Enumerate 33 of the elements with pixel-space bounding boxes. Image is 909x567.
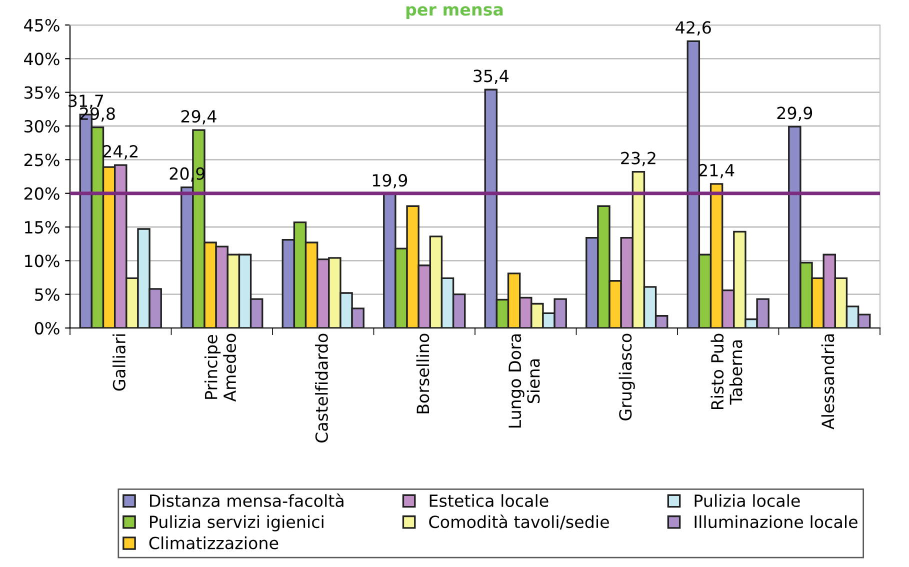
y-tick-label: 25% bbox=[24, 154, 60, 166]
x-tick-label: Lungo Dora Siena bbox=[508, 334, 540, 428]
y-tick-label: 5% bbox=[35, 288, 60, 301]
legend-label: Pulizia locale bbox=[694, 494, 800, 508]
y-tick-label: 35% bbox=[24, 86, 60, 99]
y-tick-label: 20% bbox=[24, 187, 60, 200]
y-tick-label: 30% bbox=[24, 120, 60, 133]
x-tick-label: Castelfidardo bbox=[315, 334, 328, 443]
data-label: 29,9 bbox=[777, 106, 812, 121]
data-label: 29,4 bbox=[181, 110, 216, 124]
legend-label: Estetica locale bbox=[430, 494, 548, 508]
x-tick-label: Principe Amedeo bbox=[204, 334, 236, 402]
legend-label: Pulizia servizi igienici bbox=[150, 515, 324, 532]
data-label: 42,6 bbox=[676, 21, 711, 36]
y-tick-label: 0% bbox=[34, 322, 60, 335]
data-label: 23,2 bbox=[621, 152, 656, 166]
chart-title: per mensa bbox=[406, 6, 503, 19]
legend-label: Comodità tavoli/sedie bbox=[429, 514, 609, 530]
x-tick-label: Alessandria bbox=[821, 334, 834, 430]
data-label: 19,9 bbox=[372, 174, 408, 188]
y-tick-label: 10% bbox=[25, 254, 60, 268]
x-tick-label: Borsellino bbox=[416, 334, 430, 414]
y-tick-label: 15% bbox=[25, 220, 60, 234]
x-tick-label: Galliari bbox=[112, 334, 126, 391]
data-label: 29,8 bbox=[80, 107, 115, 122]
x-tick-label: Grugliasco bbox=[618, 334, 635, 420]
x-tick-label: Risto Pub Taberna bbox=[710, 334, 742, 410]
legend-label: Illuminazione locale bbox=[694, 515, 858, 528]
legend-label: Distanza mensa-facoltà bbox=[150, 493, 344, 508]
y-tick-label: 40% bbox=[24, 52, 60, 66]
y-tick-label: 45% bbox=[24, 18, 60, 32]
legend-label: Climatizzazione bbox=[149, 536, 278, 550]
data-label: 35,4 bbox=[474, 70, 509, 84]
